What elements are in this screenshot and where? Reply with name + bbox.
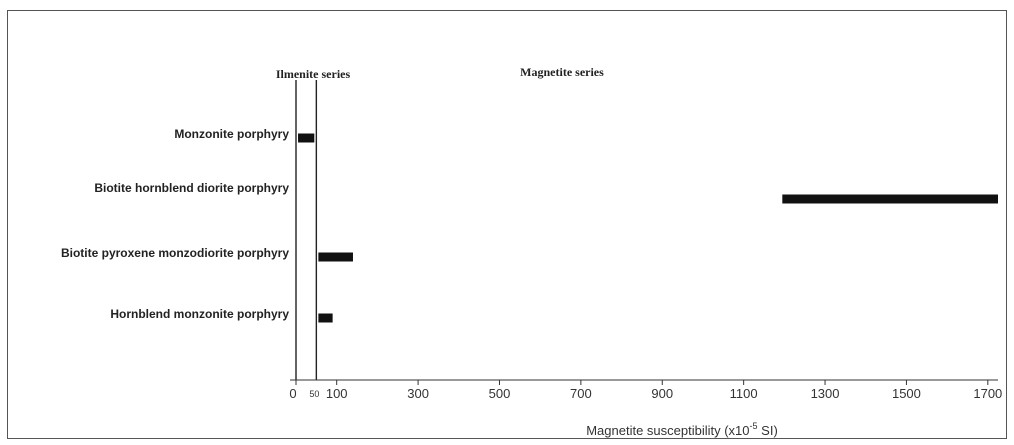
bar-1 [298, 133, 315, 143]
x-tick-label-1300: 1300 [811, 386, 840, 401]
x-axis-title-main: Magnetite susceptibility (x10 [586, 423, 749, 438]
x-axis-ticks [295, 380, 989, 385]
bar-3 [318, 252, 353, 262]
ilmenite-series-label: Ilmenite series [276, 67, 351, 81]
x-tick-label-0: 0 [289, 386, 296, 401]
bar-2 [782, 194, 998, 204]
category-label-4: Hornblend monzonite porphyry [110, 307, 289, 321]
magnetite-series-label: Magnetite series [520, 65, 604, 79]
x-tick-label-700: 700 [570, 386, 592, 401]
susceptibility-bars [298, 133, 998, 323]
chart-frame [7, 10, 1007, 439]
x-tick-label-300: 300 [407, 386, 429, 401]
x-tick-label-500: 500 [489, 386, 511, 401]
category-label-3: Biotite pyroxene monzodiorite porphyry [61, 246, 289, 260]
bar-4 [318, 313, 333, 323]
x-tick-label-1500: 1500 [892, 386, 921, 401]
category-labels: Monzonite porphyry Biotite hornblend dior… [61, 127, 289, 321]
x-tick-label-100: 100 [326, 386, 348, 401]
x-tick-label-1100: 1100 [730, 386, 758, 401]
x-tick-label-1700: 1700 [973, 386, 1002, 401]
x-axis-tick-labels: 0 100 300 500 700 900 1100 1300 1500 1700 50 [289, 386, 1002, 401]
x-axis-title-exponent: -5 [750, 421, 758, 431]
x-axis-title: Magnetite susceptibility (x10-5 SI) [586, 421, 778, 438]
x-tick-label-minor: 50 [309, 389, 319, 399]
series-boundary-lines [295, 80, 318, 380]
x-axis-title-unit: SI) [758, 423, 778, 438]
x-tick-label-900: 900 [651, 386, 673, 401]
category-label-1: Monzonite porphyry [174, 127, 289, 141]
category-label-2: Biotite hornblend diorite porphyry [94, 181, 289, 195]
